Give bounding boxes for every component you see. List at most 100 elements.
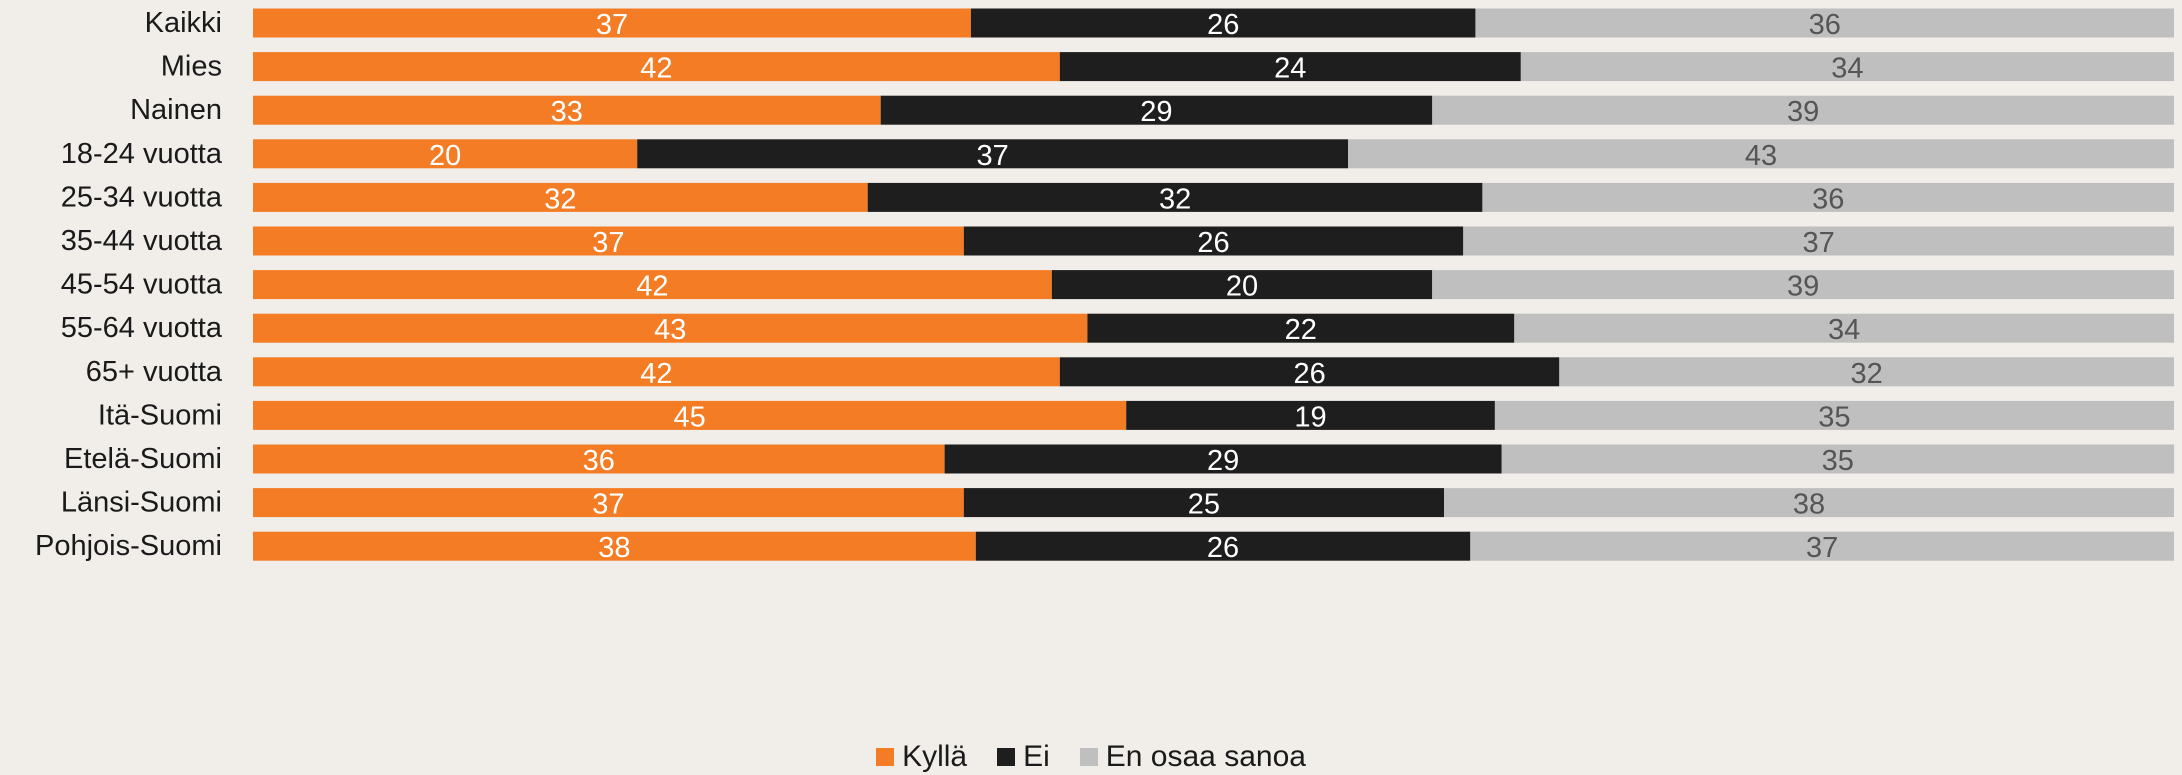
bar-segment (253, 95, 881, 125)
bar-segment (1087, 313, 1515, 343)
category-label: Mies (161, 51, 222, 83)
bar-segment (1514, 313, 2174, 343)
data-label: 24 (1274, 53, 1306, 85)
legend-item: Kyllä (876, 740, 967, 774)
bar-segment (944, 444, 1502, 474)
bar-segment (1470, 531, 2174, 561)
bar-segment (253, 531, 976, 561)
bar-segment (1432, 270, 2174, 300)
category-label: 25-34 vuotta (61, 181, 223, 213)
bar-segment (253, 139, 638, 169)
data-label: 42 (640, 53, 672, 85)
legend-swatch (876, 748, 895, 766)
data-label: 29 (1207, 445, 1239, 477)
bar-segment (1348, 139, 2174, 169)
data-label: 45 (673, 401, 705, 433)
bar-segment (1126, 400, 1495, 430)
data-label: 43 (654, 314, 686, 346)
data-label: 36 (1809, 9, 1841, 41)
legend-label: Ei (1023, 740, 1050, 773)
data-label: 25 (1188, 489, 1220, 521)
bar-segment (253, 444, 945, 474)
bar-segment (880, 95, 1433, 125)
data-label: 36 (1812, 183, 1844, 215)
bar-segment (1432, 95, 2174, 125)
data-label: 39 (1787, 96, 1819, 128)
category-label: 45-54 vuotta (61, 269, 223, 301)
legend-label: Kyllä (902, 740, 968, 773)
data-label: 38 (1793, 489, 1825, 521)
data-label: 34 (1831, 53, 1863, 85)
bar-segment (970, 8, 1476, 38)
bar-segment (1482, 182, 2174, 212)
legend: Kyllä Ei En osaa sanoa (0, 740, 2182, 774)
legend-item: Ei (997, 740, 1050, 774)
bar-segment (253, 400, 1127, 430)
bar-segment (253, 182, 868, 212)
data-label: 29 (1140, 96, 1172, 128)
bar-segment (1494, 400, 2174, 430)
data-label: 32 (544, 183, 576, 215)
category-label: 18-24 vuotta (61, 138, 223, 170)
bar-segment (253, 488, 964, 518)
data-label: 39 (1787, 271, 1819, 303)
bar-segment (1463, 226, 2174, 256)
legend-item: En osaa sanoa (1079, 740, 1306, 774)
bar-segment (253, 226, 964, 256)
bar-segment (253, 52, 1060, 82)
bar-segment (867, 182, 1483, 212)
data-label: 19 (1294, 401, 1326, 433)
data-label: 26 (1293, 358, 1325, 390)
bar-segment (963, 488, 1445, 518)
bar-segment (1051, 270, 1433, 300)
data-label: 20 (1226, 271, 1258, 303)
data-label: 20 (429, 140, 461, 172)
data-label: 37 (1802, 227, 1834, 259)
data-label: 22 (1285, 314, 1317, 346)
bar-segment (637, 139, 1348, 169)
bar-segment (1059, 52, 1521, 82)
data-label: 43 (1745, 140, 1777, 172)
data-label: 37 (592, 227, 624, 259)
data-label: 26 (1197, 227, 1229, 259)
category-label: 35-44 vuotta (61, 225, 223, 257)
category-label: Itä-Suomi (98, 399, 222, 431)
bar-segment (1520, 52, 2174, 82)
data-label: 37 (976, 140, 1008, 172)
data-label: 37 (592, 489, 624, 521)
data-label: 26 (1207, 532, 1239, 564)
bar-segment (1559, 357, 2174, 387)
data-label: 35 (1818, 401, 1850, 433)
category-label: 65+ vuotta (86, 356, 223, 388)
data-label: 32 (1159, 183, 1191, 215)
data-label: 38 (598, 532, 630, 564)
bar-segment (975, 531, 1471, 561)
bar-segment (1475, 8, 2174, 38)
category-label: Länsi-Suomi (61, 487, 222, 519)
bar-segment (1501, 444, 2175, 474)
category-label: 55-64 vuotta (61, 312, 223, 344)
legend-label: En osaa sanoa (1105, 740, 1306, 773)
data-label: 35 (1822, 445, 1854, 477)
category-label: Nainen (130, 94, 222, 126)
category-label: Kaikki (145, 7, 222, 39)
data-label: 26 (1207, 9, 1239, 41)
bar-segment (253, 270, 1052, 300)
bar-segment (253, 313, 1088, 343)
data-label: 36 (583, 445, 615, 477)
data-label: 32 (1850, 358, 1882, 390)
bar-segment (1059, 357, 1560, 387)
data-label: 33 (551, 96, 583, 128)
data-label: 42 (640, 358, 672, 390)
bar-segment (963, 226, 1464, 256)
data-label: 37 (596, 9, 628, 41)
data-label: 34 (1828, 314, 1860, 346)
data-label: 37 (1806, 532, 1838, 564)
data-label: 42 (636, 271, 668, 303)
category-label: Pohjois-Suomi (35, 530, 222, 562)
bar-segment (253, 8, 971, 38)
category-label: Etelä-Suomi (64, 443, 222, 475)
bar-segment (1444, 488, 2174, 518)
